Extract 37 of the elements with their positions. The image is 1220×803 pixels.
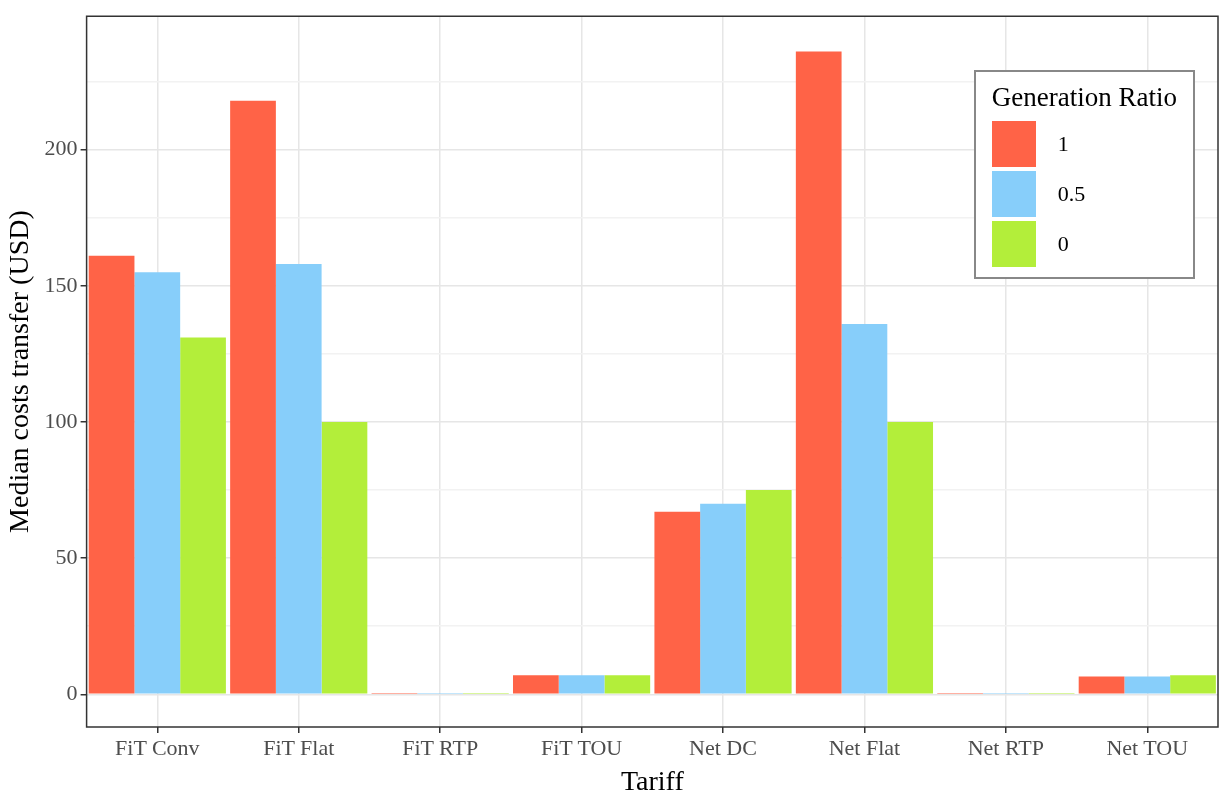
x-tick-label: Net TOU — [1106, 734, 1189, 760]
x-tick-label: FiT TOU — [540, 734, 623, 760]
y-tick-label: 150 — [44, 271, 78, 297]
x-axis-title: Tariff — [620, 764, 685, 796]
legend-label: 1 — [1057, 131, 1069, 157]
bar — [321, 421, 368, 694]
bar — [275, 264, 322, 694]
bar — [230, 100, 276, 694]
bar — [1124, 676, 1171, 694]
bar — [1170, 675, 1216, 694]
bar — [134, 272, 181, 694]
legend-label: 0.5 — [1057, 181, 1086, 207]
legend-label: 0 — [1057, 231, 1069, 257]
bar — [604, 675, 651, 694]
x-tick-label: FiT RTP — [402, 734, 479, 760]
y-tick-label: 0 — [66, 680, 78, 706]
bar — [88, 255, 135, 694]
bar — [795, 51, 842, 694]
x-tick-label: Net Flat — [828, 734, 901, 760]
bar — [558, 675, 605, 694]
bar — [887, 421, 934, 694]
bar — [180, 337, 226, 694]
y-tick-label: 200 — [44, 135, 78, 161]
legend-title: Generation Ratio — [991, 82, 1177, 113]
x-tick-label: FiT Flat — [263, 734, 335, 760]
x-tick-label: Net DC — [689, 734, 757, 760]
bar — [700, 503, 746, 694]
x-tick-label: FiT Conv — [115, 734, 200, 760]
bar — [1078, 676, 1125, 694]
bar — [841, 323, 888, 694]
bar — [513, 675, 559, 694]
y-tick-label: 50 — [55, 543, 78, 569]
y-axis-title: Median costs transfer (USD) — [3, 210, 35, 533]
bar — [745, 490, 792, 694]
y-tick-label: 100 — [44, 407, 78, 433]
x-tick-label: Net RTP — [967, 734, 1045, 760]
bar — [654, 511, 701, 694]
